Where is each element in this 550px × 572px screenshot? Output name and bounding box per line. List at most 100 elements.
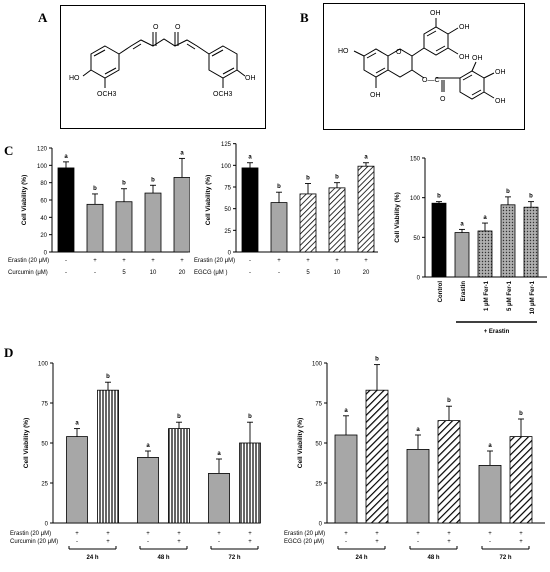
significance-letter: a (180, 150, 184, 156)
egcg-oh-top3: OH (459, 54, 470, 61)
chart-d2-egcg-time: 0 25 50 75 100 Cell Viability (%) a + - b + + a + - b + +… (284, 357, 545, 561)
category-label: Erastin (461, 281, 467, 302)
panel-label-c: C (4, 143, 14, 158)
bar (523, 206, 539, 278)
row-cell: + (122, 258, 126, 264)
bar (115, 201, 133, 253)
row-cell: + (217, 531, 221, 537)
row-cell: + (248, 539, 252, 545)
chart-c1-curcumin: 0 20 40 60 80 100 120 Cell Viability (%) a - - b + - b… (8, 147, 190, 276)
row-cell: 5 (306, 270, 310, 276)
row-cell: - (278, 270, 280, 276)
y-tick-label: 50 (224, 207, 231, 213)
y-tick-label: 50 (413, 236, 420, 242)
row-cell: + (447, 539, 451, 545)
curcumin-carbonyl-o2: O (175, 24, 181, 31)
y-tick-label: 100 (410, 196, 421, 202)
significance-letter: b (177, 414, 181, 420)
egcg-ring-o: O (396, 49, 402, 56)
significance-letter: a (483, 215, 487, 221)
y-tick-label: 100 (312, 362, 323, 368)
row-cell: + (177, 531, 181, 537)
egcg-oh-g1: OH (472, 55, 483, 62)
row-cell: + (75, 531, 79, 537)
category-label: 5 μM Fer-1 (507, 280, 513, 311)
row-cell: - (94, 270, 96, 276)
row-cell: + (106, 531, 110, 537)
y-axis-title: Cell Viability (%) (205, 175, 212, 225)
row-cell: 20 (179, 270, 186, 276)
significance-letter: b (306, 176, 310, 182)
row-label: Curcumin (20 μM) (10, 539, 58, 545)
row-cell: + (416, 531, 420, 537)
panel-label-a: A (38, 10, 48, 25)
row-cell: + (177, 539, 181, 545)
y-tick-label: 20 (40, 233, 47, 239)
bar (509, 436, 533, 524)
row-cell: + (248, 531, 252, 537)
significance-letter: a (344, 408, 348, 414)
bar (137, 457, 159, 524)
bar (437, 420, 461, 524)
bar (173, 177, 190, 253)
y-axis-title: Cell Viability (%) (21, 175, 28, 225)
row-cell: + (488, 531, 492, 537)
bar (478, 465, 502, 524)
significance-letter: b (335, 175, 339, 181)
row-label: Erastin (20 μM) (284, 531, 325, 537)
row-cell: + (146, 531, 150, 537)
row-label: EGCG (μM ) (194, 270, 227, 276)
significance-letter: a (416, 427, 420, 433)
bar (500, 204, 516, 278)
bar (168, 428, 190, 524)
row-cell: + (277, 258, 281, 264)
row-cell: - (65, 258, 67, 264)
egcg-oh-g2: OH (495, 69, 506, 76)
row-cell: + (519, 531, 523, 537)
bar (239, 442, 261, 524)
significance-letter: a (146, 443, 150, 449)
row-cell: + (375, 539, 379, 545)
significance-letter: b (375, 357, 379, 363)
y-tick-label: 75 (224, 186, 231, 192)
significance-letter: b (437, 194, 441, 200)
row-cell: + (447, 531, 451, 537)
y-tick-label: 75 (315, 402, 322, 408)
bar (208, 472, 230, 524)
y-tick-label: 60 (40, 199, 47, 205)
row-cell: + (151, 258, 155, 264)
bar (66, 436, 88, 524)
y-tick-label: 0 (319, 522, 323, 528)
chart-c3-fer1: 0 50 100 150 Cell Viability (%) b Control a Eras… (394, 157, 547, 335)
bar (454, 232, 470, 278)
significance-letter: a (488, 443, 492, 449)
y-tick-label: 40 (40, 216, 47, 222)
bar (431, 202, 447, 278)
significance-letter: b (519, 411, 523, 417)
y-axis-title: Cell Viability (%) (394, 192, 401, 242)
curcumin-structure-box: O O HO OCH3 OH OCH3 (60, 5, 266, 129)
category-label: Control (438, 281, 444, 303)
row-cell: 20 (363, 270, 370, 276)
row-label: Erastin (20 μM) (10, 531, 51, 537)
row-cell: + (306, 258, 310, 264)
y-tick-label: 150 (410, 157, 421, 163)
row-cell: + (375, 531, 379, 537)
row-cell: - (218, 539, 220, 545)
y-tick-label: 100 (221, 164, 232, 170)
group-label: 48 h (427, 555, 439, 561)
y-tick-label: 25 (41, 482, 48, 488)
y-tick-label: 25 (224, 229, 231, 235)
category-label: 10 μM Fer-1 (530, 280, 536, 314)
bar (406, 449, 430, 524)
y-tick-label: 125 (221, 142, 232, 148)
row-cell: + (344, 531, 348, 537)
curcumin-och3-right: OCH3 (213, 91, 233, 98)
curcumin-structure: O O HO OCH3 OH OCH3 (69, 24, 256, 98)
significance-letter: a (217, 451, 221, 457)
row-label: Erastin (20 μM) (194, 258, 235, 264)
curcumin-carbonyl-o1: O (153, 24, 159, 31)
significance-letter: b (277, 184, 281, 190)
row-cell: + (519, 539, 523, 545)
